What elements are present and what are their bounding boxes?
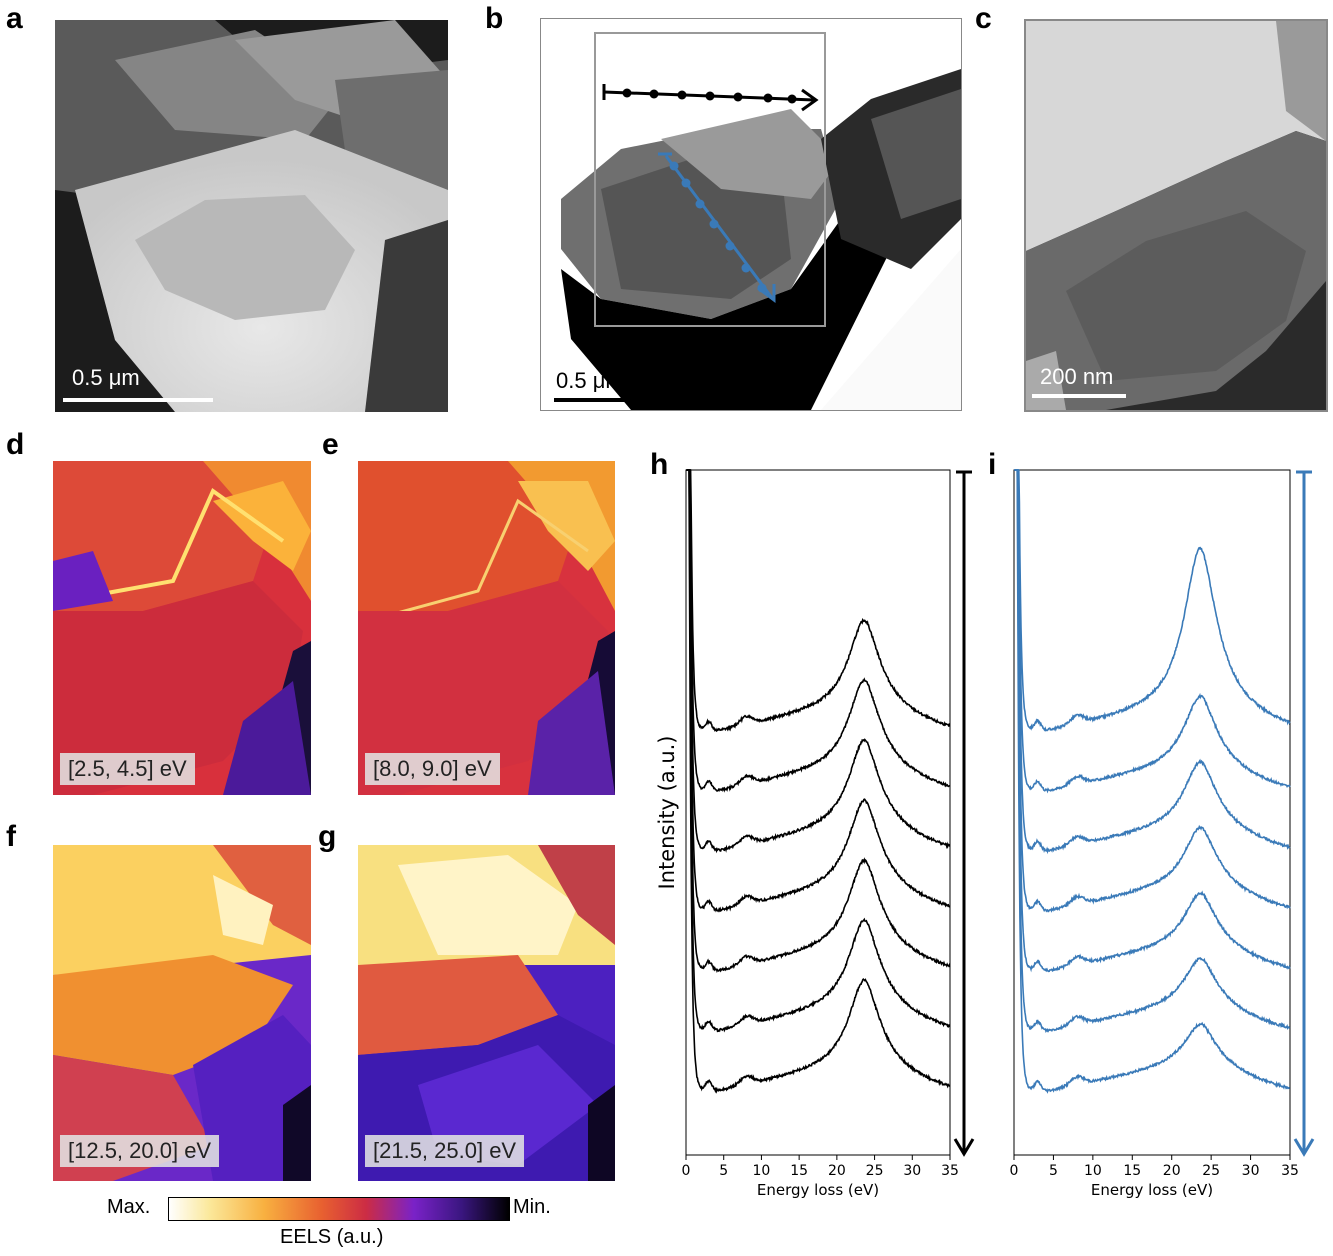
spectrum-line [1014, 469, 1291, 1034]
spectrum-line [1014, 469, 1291, 855]
scalebar-label-a: 0.5 μm [72, 365, 140, 390]
spectrum-line [686, 469, 951, 1033]
colorbar-title: EELS (a.u.) [280, 1226, 384, 1248]
plot-frame [685, 469, 951, 1156]
x-tick-label: 0 [682, 1163, 691, 1179]
spectrum-line [1014, 469, 1291, 913]
colorbar-min-label: Min. [513, 1196, 551, 1218]
x-tick-label: 35 [941, 1163, 959, 1179]
eels-map-d [53, 461, 311, 795]
eels-map-g [358, 845, 615, 1181]
map-range-label-d: [2.5, 4.5] eV [60, 753, 195, 785]
panel-label-g: g [318, 820, 337, 853]
spectra-chart-i: 0 5 10 15 20 25 30 35 Energy loss (eV) [1010, 469, 1315, 1199]
eels-map-e [358, 461, 615, 795]
x-tick-label: 20 [828, 1163, 846, 1179]
x-tick-label: 30 [1242, 1163, 1260, 1179]
spectrum-line [686, 469, 951, 913]
panel-label-f: f [6, 820, 16, 853]
x-tick-label: 15 [790, 1163, 808, 1179]
panel-label-e: e [322, 428, 339, 461]
panel-label-d: d [6, 428, 25, 461]
spectrum-line [686, 469, 951, 1094]
x-tick-label: 5 [719, 1163, 728, 1179]
x-tick-label: 10 [753, 1163, 771, 1179]
panel-label-h: h [650, 448, 669, 481]
scalebar-b [554, 398, 701, 402]
spectrum-line [686, 469, 951, 854]
spectrum-line [686, 469, 951, 793]
y-axis-label: Intensity (a.u.) [655, 736, 679, 890]
scalebar-label-b: 0.5 μm [556, 368, 624, 393]
scalebar-label-c: 200 nm [1040, 364, 1114, 389]
spectrum-line [686, 469, 951, 733]
x-tick-label: 20 [1163, 1163, 1181, 1179]
spectrum-line [686, 469, 951, 974]
x-tick-label: 25 [866, 1163, 884, 1179]
line-scan-overlay [554, 84, 819, 402]
colorbar-max-label: Max. [107, 1196, 151, 1218]
map-range-label-f: [12.5, 20.0] eV [60, 1135, 220, 1167]
spectra-chart-h: 0 5 10 15 20 25 30 35 Energy loss (eV) Intensity … [655, 469, 975, 1199]
panel-label-b: b [485, 2, 504, 35]
spectrum-line [1014, 469, 1291, 973]
plot-frame [1013, 469, 1291, 1156]
spectrum-line [1014, 469, 1290, 1094]
x-tick-label: 0 [1010, 1163, 1019, 1179]
x-tick-label: 35 [1281, 1163, 1299, 1179]
x-tick-label: 25 [1202, 1163, 1220, 1179]
panel-label-a: a [6, 2, 23, 35]
map-range-label-e: [8.0, 9.0] eV [365, 753, 500, 785]
x-tick-label: 10 [1084, 1163, 1102, 1179]
x-axis-label: Energy loss (eV) [757, 1181, 879, 1199]
x-axis-label: Energy loss (eV) [1091, 1181, 1213, 1199]
eels-map-f [53, 845, 311, 1181]
haadf-image-a [55, 20, 448, 412]
spectrum-line [1014, 469, 1291, 794]
arrow-head [953, 1138, 975, 1157]
map-range-label-g: [21.5, 25.0] eV [365, 1135, 525, 1167]
eels-colorbar [168, 1197, 510, 1221]
haadf-image-c [1024, 19, 1328, 412]
x-tick-label: 30 [903, 1163, 921, 1179]
haadf-image-b [540, 18, 962, 411]
black-line-scan-points [622, 88, 797, 104]
x-tick-label: 5 [1049, 1163, 1058, 1179]
x-tick-label: 15 [1123, 1163, 1141, 1179]
scalebar-c [1032, 394, 1126, 398]
panel-label-i: i [988, 448, 997, 481]
blue-line-scan-points [669, 161, 767, 293]
panel-label-c: c [975, 2, 992, 35]
arrow-head [1293, 1138, 1315, 1157]
spectrum-line [1014, 469, 1291, 732]
